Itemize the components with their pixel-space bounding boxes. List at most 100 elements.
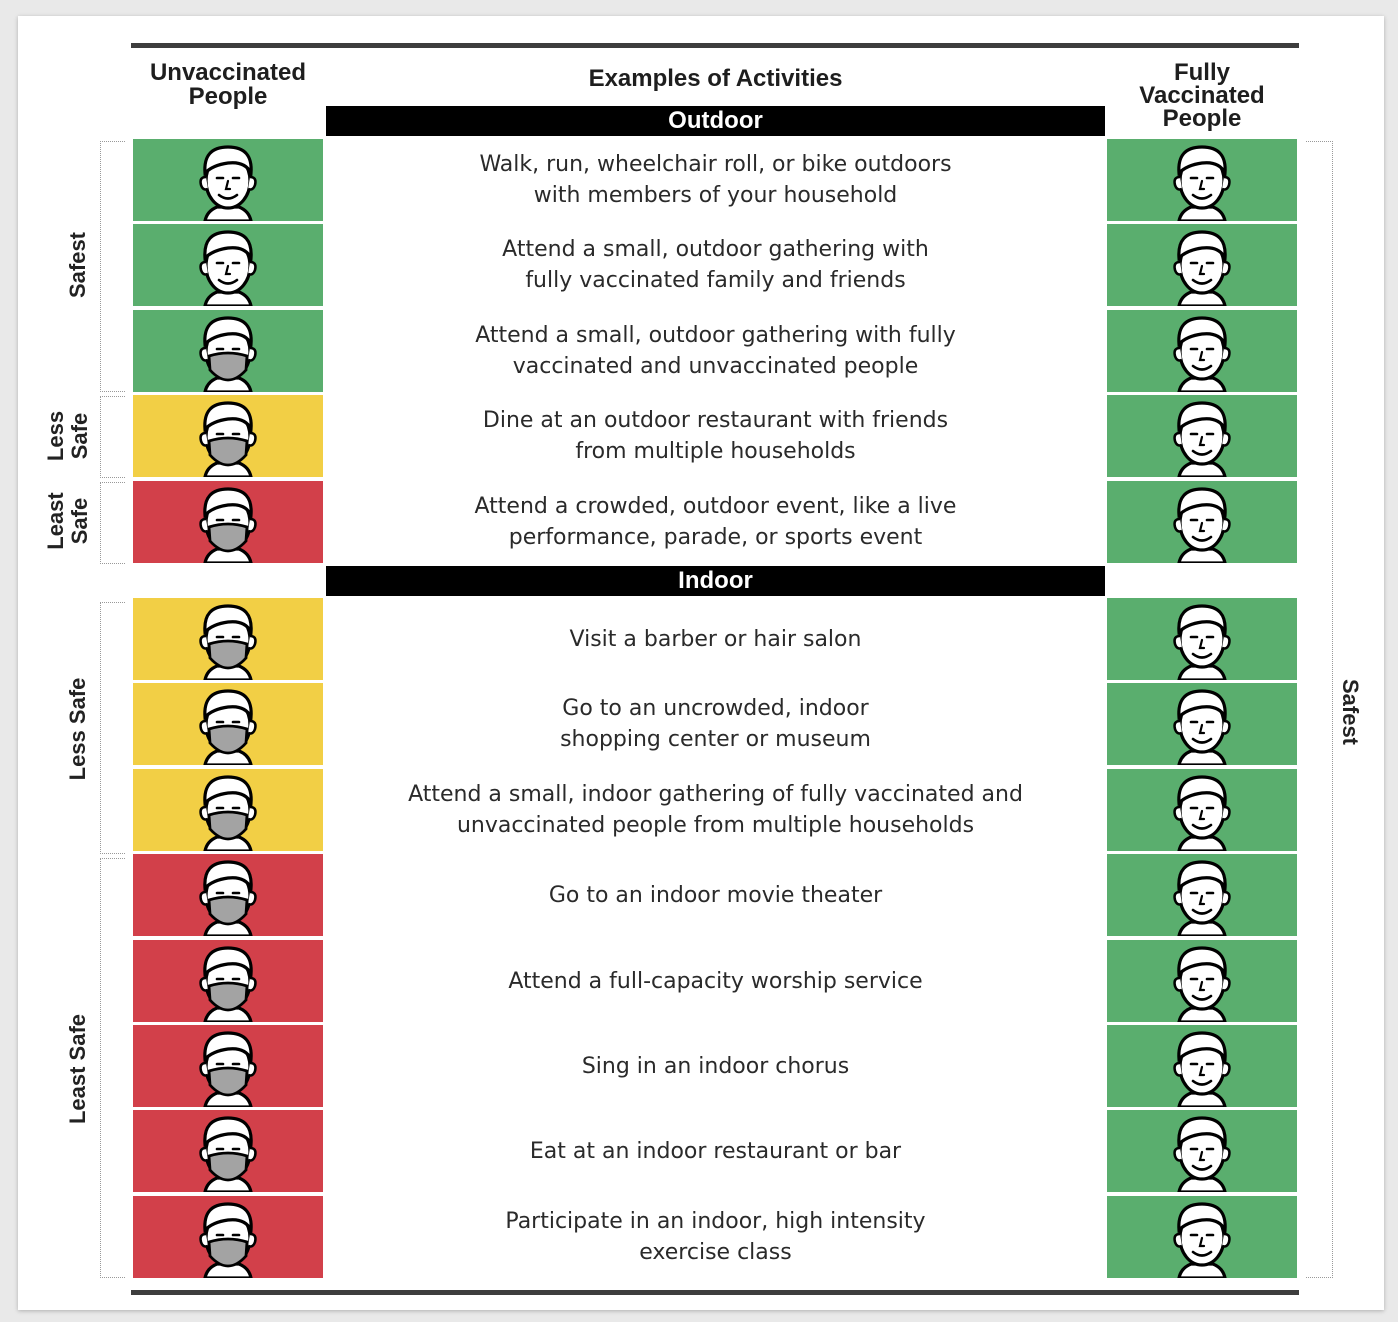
vaccinated-header: Fully Vaccinated People	[1107, 54, 1297, 136]
person-face-icon	[199, 145, 257, 221]
person-face-icon	[199, 230, 257, 306]
side-label-safest: Safest	[65, 231, 90, 299]
masked-person-face-icon	[199, 1202, 257, 1278]
activity-text: Go to an indoor movie theater	[548, 882, 883, 908]
vaccinated-risk-cell	[1107, 1025, 1297, 1107]
activity-cell: Attend a full-capacity worship service	[326, 940, 1105, 1022]
person-face-icon	[1173, 604, 1231, 680]
person-face-icon	[1173, 316, 1231, 392]
masked-person-face-icon	[199, 860, 257, 936]
masked-person-face-icon	[199, 316, 257, 392]
side-label-less-safe-indoor: Less Safe	[65, 677, 90, 781]
masked-person-face-icon	[199, 689, 257, 765]
unvaccinated-risk-cell	[133, 1110, 323, 1192]
activity-text: Visit a barber or hair salon	[569, 626, 862, 652]
side-label-less-safe: Less Safe	[43, 410, 92, 462]
table-row: Attend a small, indoor gathering of full…	[133, 769, 1297, 851]
vaccinated-risk-cell	[1107, 1196, 1297, 1278]
side-label-line: Least Safe	[65, 1013, 90, 1125]
person-face-icon	[1173, 145, 1231, 221]
activity-cell: Visit a barber or hair salon	[326, 598, 1105, 680]
activity-text: Go to an uncrowded, indoor shopping cent…	[560, 696, 871, 752]
section-header-outdoor: Outdoor	[326, 106, 1105, 136]
masked-person-face-icon	[199, 946, 257, 1022]
person-face-icon	[1173, 860, 1231, 936]
unvaccinated-header: Unvaccinated People	[133, 54, 323, 136]
side-label-line: Less Safe	[65, 677, 90, 781]
person-face-icon	[1173, 401, 1231, 477]
vaccinated-risk-cell	[1107, 1110, 1297, 1192]
table-row: Go to an indoor movie theater	[133, 854, 1297, 936]
unvaccinated-risk-cell	[133, 224, 323, 306]
vaccinated-risk-cell	[1107, 769, 1297, 851]
activity-cell: Eat at an indoor restaurant or bar	[326, 1110, 1105, 1192]
bracket-left-less-safe-outdoor	[100, 396, 125, 478]
unvaccinated-risk-cell	[133, 940, 323, 1022]
person-face-icon	[1173, 487, 1231, 563]
activity-text: Sing in an indoor chorus	[581, 1053, 850, 1079]
side-label-line: Safest	[1338, 678, 1363, 746]
bracket-left-least-safe-outdoor	[100, 482, 125, 564]
table-row: Walk, run, wheelchair roll, or bike outd…	[133, 139, 1297, 221]
unvaccinated-risk-cell	[133, 310, 323, 392]
masked-person-face-icon	[199, 401, 257, 477]
masked-person-face-icon	[199, 1031, 257, 1107]
unvaccinated-risk-cell	[133, 139, 323, 221]
activity-text: Attend a crowded, outdoor event, like a …	[474, 494, 957, 550]
activity-text: Attend a small, indoor gathering of full…	[408, 782, 1023, 838]
activity-cell: Attend a crowded, outdoor event, like a …	[326, 481, 1105, 563]
side-label-line: Safe	[67, 497, 92, 545]
activity-text: Attend a small, outdoor gathering with f…	[502, 237, 929, 293]
table-row: Visit a barber or hair salon	[133, 598, 1297, 680]
unvaccinated-risk-cell	[133, 481, 323, 563]
bracket-left-safest	[100, 141, 125, 392]
side-label-line: Less	[43, 410, 68, 462]
activity-cell: Participate in an indoor, high intensity…	[326, 1196, 1105, 1278]
side-label-line: Least	[43, 492, 68, 550]
table-row: Dine at an outdoor restaurant with frien…	[133, 395, 1297, 477]
activity-text: Attend a small, outdoor gathering with f…	[475, 323, 956, 379]
masked-person-face-icon	[199, 775, 257, 851]
unvaccinated-header-line: Unvaccinated	[149, 59, 307, 86]
person-face-icon	[1173, 775, 1231, 851]
table-row: Go to an uncrowded, indoor shopping cent…	[133, 683, 1297, 765]
activities-header: Examples of Activities	[588, 65, 843, 92]
table-row: Sing in an indoor chorus	[133, 1025, 1297, 1107]
vaccinated-risk-cell	[1107, 598, 1297, 680]
unvaccinated-risk-cell	[133, 1196, 323, 1278]
masked-person-face-icon	[199, 604, 257, 680]
bracket-right-safest	[1306, 141, 1333, 1278]
vaccinated-risk-cell	[1107, 224, 1297, 306]
activity-text: Participate in an indoor, high intensity…	[505, 1209, 926, 1265]
activity-cell: Attend a small, outdoor gathering with f…	[326, 224, 1105, 306]
activity-text: Walk, run, wheelchair roll, or bike outd…	[479, 152, 952, 208]
person-face-icon	[1173, 1202, 1231, 1278]
vaccinated-risk-cell	[1107, 310, 1297, 392]
bracket-left-less-safe-indoor	[100, 602, 125, 854]
unvaccinated-risk-cell	[133, 395, 323, 477]
table-row: Attend a full-capacity worship service	[133, 940, 1297, 1022]
side-label-line: Safe	[67, 412, 92, 460]
activity-text: Eat at an indoor restaurant or bar	[529, 1138, 902, 1164]
bracket-left-least-safe-indoor	[100, 858, 125, 1278]
unvaccinated-risk-cell	[133, 769, 323, 851]
side-label-safest-right: Safest	[1338, 678, 1363, 746]
side-label-line: Safest	[65, 231, 90, 299]
activity-cell: Sing in an indoor chorus	[326, 1025, 1105, 1107]
activity-cell: Dine at an outdoor restaurant with frien…	[326, 395, 1105, 477]
activity-cell: Walk, run, wheelchair roll, or bike outd…	[326, 139, 1105, 221]
activity-text: Attend a full-capacity worship service	[508, 968, 923, 994]
unvaccinated-risk-cell	[133, 598, 323, 680]
table-row: Attend a small, outdoor gathering with f…	[133, 224, 1297, 306]
unvaccinated-risk-cell	[133, 1025, 323, 1107]
table-row: Participate in an indoor, high intensity…	[133, 1196, 1297, 1278]
side-label-least-safe: Least Safe	[43, 492, 92, 550]
unvaccinated-risk-cell	[133, 683, 323, 765]
activity-text: Dine at an outdoor restaurant with frien…	[482, 408, 949, 464]
table-row: Attend a crowded, outdoor event, like a …	[133, 481, 1297, 563]
unvaccinated-risk-cell	[133, 854, 323, 936]
masked-person-face-icon	[199, 487, 257, 563]
vaccinated-header-line: People	[1162, 104, 1242, 132]
person-face-icon	[1173, 230, 1231, 306]
person-face-icon	[1173, 689, 1231, 765]
